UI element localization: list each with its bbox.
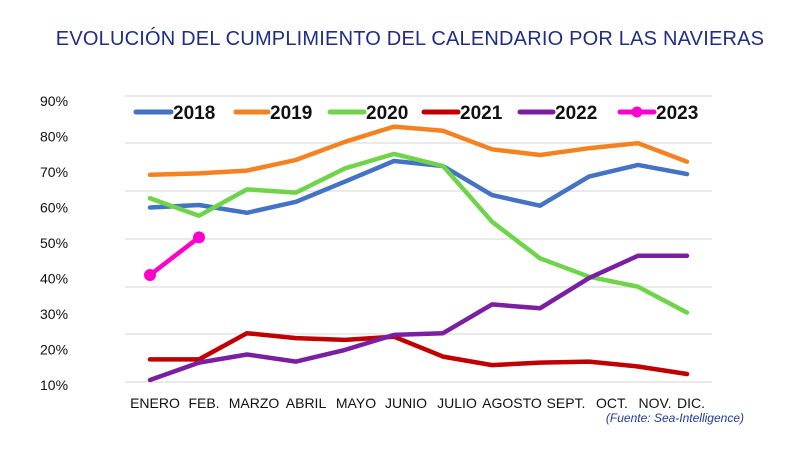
y-tick-label: 40% xyxy=(40,271,68,287)
legend-marker-2023 xyxy=(631,106,643,118)
x-tick-label: ABRIL xyxy=(286,395,327,411)
x-tick-label: NOV. xyxy=(639,395,672,411)
series-line-2023 xyxy=(147,235,202,278)
x-tick-label: SEPT. xyxy=(547,395,586,411)
legend-label-2022: 2022 xyxy=(555,103,597,124)
x-tick-label: JUNIO xyxy=(385,395,427,411)
x-tick-label: AGOSTO xyxy=(482,395,542,411)
y-tick-label: 70% xyxy=(40,164,68,180)
y-tick-label: 10% xyxy=(40,377,68,393)
series-line-2020 xyxy=(147,151,690,315)
x-tick-label: MAYO xyxy=(336,395,376,411)
y-tick-label: 80% xyxy=(40,129,68,145)
series-line-2019 xyxy=(147,124,690,178)
x-tick-label: ENERO xyxy=(130,395,180,411)
data-point-2023 xyxy=(144,268,156,281)
series-line-2021 xyxy=(147,330,690,377)
x-tick-label: FEB. xyxy=(188,395,219,411)
series-line-2022 xyxy=(147,253,690,383)
x-tick-label: OCT. xyxy=(596,395,628,411)
chart-title: EVOLUCIÓN DEL CUMPLIMIENTO DEL CALENDARI… xyxy=(55,28,765,50)
legend-label-2021: 2021 xyxy=(460,103,503,124)
legend-label-2018: 2018 xyxy=(173,103,215,124)
source-note: (Fuente: Sea-Intelligence) xyxy=(605,411,744,425)
y-tick-label: 30% xyxy=(40,306,68,322)
data-point-2023 xyxy=(193,231,205,244)
y-tick-label: 90% xyxy=(40,93,68,109)
legend-label-2020: 2020 xyxy=(366,103,408,124)
legend-label-2023: 2023 xyxy=(656,103,698,124)
x-tick-label: DIC. xyxy=(677,395,705,411)
y-tick-label: 20% xyxy=(40,342,68,358)
y-tick-label: 50% xyxy=(40,235,68,251)
legend-label-2019: 2019 xyxy=(270,103,312,124)
x-tick-label: MARZO xyxy=(229,395,280,411)
series-line-2018 xyxy=(147,158,690,216)
x-tick-label: JULIO xyxy=(437,395,477,411)
y-tick-label: 60% xyxy=(40,200,68,216)
